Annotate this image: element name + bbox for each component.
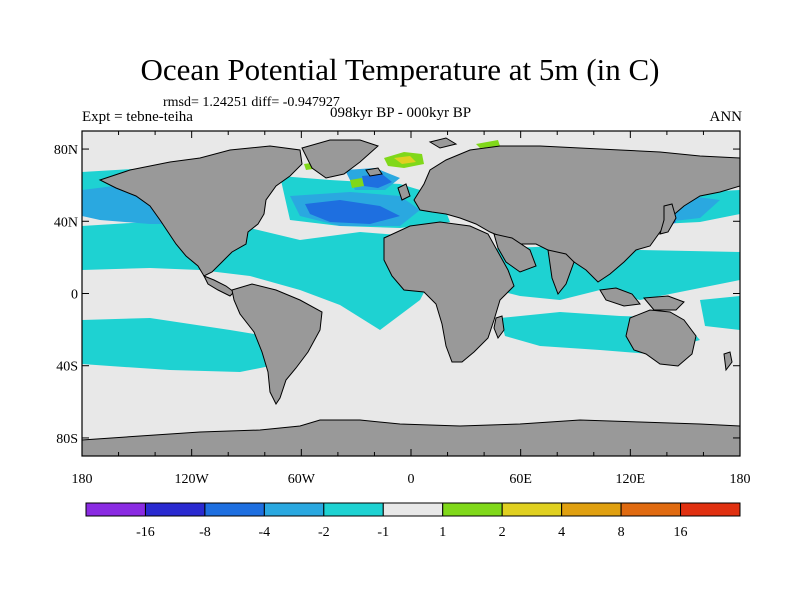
colorbar-swatch — [680, 502, 741, 517]
land-mass — [493, 315, 505, 340]
anomaly-region — [700, 296, 740, 330]
x-tick-label: 0 — [408, 472, 415, 487]
experiment-label: Expt = tebne-teiha — [82, 109, 193, 125]
colorbar-label: -2 — [318, 525, 330, 540]
colorbar-label: 16 — [674, 525, 688, 540]
stats-label: rmsd= 1.24251 diff= -0.947927 — [163, 95, 340, 110]
colorbar-label: 1 — [439, 525, 446, 540]
x-tick-label: 120E — [616, 472, 646, 487]
land-mass — [599, 287, 641, 307]
land-masses — [82, 137, 740, 456]
land-mass — [383, 221, 515, 363]
anomaly-region — [82, 220, 440, 330]
colorbar-label: -8 — [199, 525, 211, 540]
x-axis: 180 120W 60W 0 60E 120E 180 — [72, 131, 751, 487]
colorbar-label: -4 — [259, 525, 271, 540]
colorbar-label: -1 — [377, 525, 389, 540]
map-field — [82, 131, 740, 456]
colorbar-swatch — [382, 502, 444, 517]
x-tick-label: 60E — [509, 472, 532, 487]
y-tick-label: 40S — [56, 360, 78, 375]
colorbar-label: -16 — [136, 525, 155, 540]
anomaly-region — [305, 200, 400, 224]
period-label: 098kyr BP - 000kyr BP — [330, 105, 472, 121]
anomaly-region — [476, 140, 500, 148]
land-mass — [643, 295, 685, 311]
y-tick-label: 80S — [56, 432, 78, 447]
colorbar-swatch — [204, 502, 265, 517]
colorbar-swatch — [323, 502, 384, 517]
land-mass — [723, 351, 733, 372]
colorbar-label: 8 — [618, 525, 625, 540]
season-label: ANN — [709, 109, 743, 125]
y-tick-label: 40N — [54, 215, 78, 230]
anomaly-region — [362, 174, 392, 188]
x-tick-label: 180 — [72, 472, 93, 487]
land-mass — [365, 167, 383, 177]
colorbar-swatch — [501, 502, 563, 517]
land-mass — [625, 309, 697, 367]
anomaly-region — [350, 178, 364, 188]
y-tick-label: 0 — [71, 288, 78, 303]
land-mass — [301, 139, 379, 179]
anomaly-region — [82, 318, 300, 372]
land-mass — [547, 249, 575, 295]
colorbar-label: 4 — [558, 525, 565, 540]
land-mass — [202, 275, 235, 297]
land-mass — [82, 419, 740, 456]
colorbar: -16 -8 -4 -2 -1 1 2 4 8 16 — [85, 502, 741, 540]
colorbar-swatch — [561, 502, 622, 517]
x-tick-label: 120W — [175, 472, 210, 487]
colorbar-swatch — [442, 502, 503, 517]
land-mass — [413, 145, 740, 283]
colorbar-swatch — [620, 502, 682, 517]
anomaly-region — [394, 156, 416, 164]
land-mass — [493, 233, 537, 273]
colorbar-swatch — [144, 502, 206, 517]
land-mass — [98, 145, 303, 277]
y-axis: 80N 40N 0 40S 80S — [54, 143, 740, 447]
land-mass — [231, 283, 323, 405]
colorbar-swatch — [263, 502, 325, 517]
land-mass — [428, 137, 458, 149]
x-tick-label: 60W — [288, 472, 316, 487]
x-tick-label: 180 — [730, 472, 751, 487]
y-tick-label: 80N — [54, 143, 78, 158]
land-mass — [659, 203, 677, 235]
colorbar-label: 2 — [499, 525, 506, 540]
land-mass — [397, 183, 411, 201]
map-title: Ocean Potential Temperature at 5m (in C) — [140, 52, 660, 87]
colorbar-swatch — [85, 502, 146, 517]
